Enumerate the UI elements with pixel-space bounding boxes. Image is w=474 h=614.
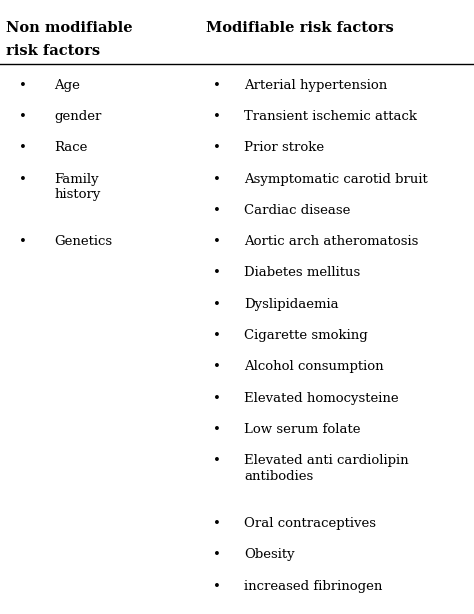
Text: Modifiable risk factors: Modifiable risk factors — [206, 21, 394, 36]
Text: Genetics: Genetics — [55, 235, 113, 248]
Text: increased fibrinogen: increased fibrinogen — [244, 580, 383, 593]
Text: •: • — [19, 79, 27, 91]
Text: Age: Age — [55, 79, 81, 91]
Text: Aortic arch atheromatosis: Aortic arch atheromatosis — [244, 235, 419, 248]
Text: Cardiac disease: Cardiac disease — [244, 204, 350, 217]
Text: •: • — [19, 235, 27, 248]
Text: Elevated homocysteine: Elevated homocysteine — [244, 392, 399, 405]
Text: •: • — [19, 110, 27, 123]
Text: •: • — [213, 517, 221, 530]
Text: •: • — [213, 580, 221, 593]
Text: Family
history: Family history — [55, 173, 101, 201]
Text: •: • — [213, 360, 221, 373]
Text: Prior stroke: Prior stroke — [244, 141, 324, 154]
Text: •: • — [213, 173, 221, 185]
Text: Cigarette smoking: Cigarette smoking — [244, 329, 368, 342]
Text: Diabetes mellitus: Diabetes mellitus — [244, 266, 360, 279]
Text: risk factors: risk factors — [6, 44, 100, 58]
Text: Transient ischemic attack: Transient ischemic attack — [244, 110, 417, 123]
Text: •: • — [213, 204, 221, 217]
Text: Non modifiable: Non modifiable — [6, 21, 132, 36]
Text: Arterial hypertension: Arterial hypertension — [244, 79, 387, 91]
Text: •: • — [19, 141, 27, 154]
Text: Oral contraceptives: Oral contraceptives — [244, 517, 376, 530]
Text: •: • — [213, 423, 221, 436]
Text: •: • — [213, 548, 221, 561]
Text: •: • — [19, 173, 27, 185]
Text: •: • — [213, 235, 221, 248]
Text: Dyslipidaemia: Dyslipidaemia — [244, 298, 339, 311]
Text: •: • — [213, 298, 221, 311]
Text: •: • — [213, 266, 221, 279]
Text: Race: Race — [55, 141, 88, 154]
Text: •: • — [213, 392, 221, 405]
Text: Asymptomatic carotid bruit: Asymptomatic carotid bruit — [244, 173, 428, 185]
Text: Low serum folate: Low serum folate — [244, 423, 361, 436]
Text: Alcohol consumption: Alcohol consumption — [244, 360, 384, 373]
Text: Elevated anti cardiolipin
antibodies: Elevated anti cardiolipin antibodies — [244, 454, 409, 483]
Text: •: • — [213, 79, 221, 91]
Text: •: • — [213, 454, 221, 467]
Text: •: • — [213, 110, 221, 123]
Text: •: • — [213, 141, 221, 154]
Text: Obesity: Obesity — [244, 548, 295, 561]
Text: •: • — [213, 329, 221, 342]
Text: gender: gender — [55, 110, 102, 123]
